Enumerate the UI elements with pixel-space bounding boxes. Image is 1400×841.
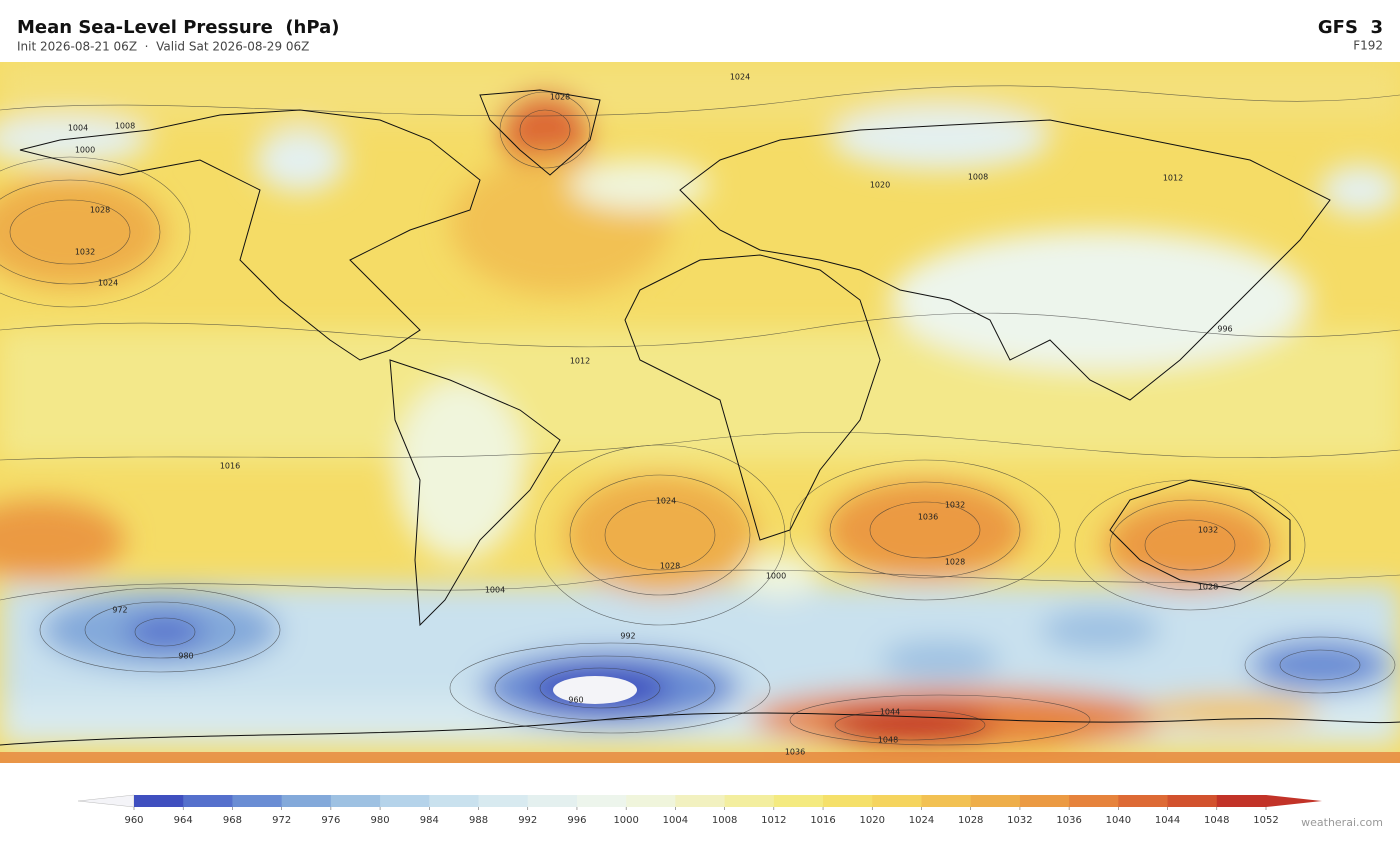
contour-label: 1008: [968, 173, 988, 182]
model-name: GFS 3: [1318, 17, 1383, 38]
contour-label: 996: [1217, 325, 1232, 334]
deep-low: [553, 676, 637, 704]
contour-label: 1012: [570, 357, 590, 366]
colorbar-segment: [872, 795, 922, 807]
contour-label: 1032: [945, 501, 965, 510]
colorbar-segment: [429, 795, 480, 807]
contour-label: 1028: [90, 206, 110, 215]
contour-label: 1036: [918, 513, 938, 522]
colorbar-tick-label: 992: [518, 815, 537, 826]
colorbar-tick-label: 968: [223, 815, 242, 826]
colorbar-segment: [1019, 795, 1070, 807]
contour-label: 1028: [660, 562, 680, 571]
contour-label: 972: [112, 606, 127, 615]
colorbar-segment: [773, 795, 824, 807]
colorbar-tick-label: 972: [272, 815, 291, 826]
colorbar-segment: [724, 795, 775, 807]
colorbar-segment: [921, 795, 972, 807]
pressure-field: [0, 62, 1400, 748]
subtitle: Init 2026-08-21 06Z · Valid Sat 2026-08-…: [17, 40, 309, 54]
colorbar-tick-label: 1000: [613, 815, 638, 826]
contour-label: 1024: [656, 497, 676, 506]
colorbar-segment: [478, 795, 529, 807]
isobars: [0, 85, 1400, 746]
colorbar-tick-label: 1040: [1106, 815, 1131, 826]
watermark: weatherai.com: [1301, 816, 1383, 829]
contour-label: 1024: [98, 279, 118, 288]
contour-label: 1032: [1198, 526, 1218, 535]
contour-label: 1028: [1198, 583, 1218, 592]
colorbar-tick-label: 976: [321, 815, 340, 826]
colorbar-segment: [576, 795, 627, 807]
contour-label: 1016: [220, 462, 240, 471]
title: Mean Sea-Level Pressure (hPa): [17, 17, 339, 38]
contour-label: 1044: [880, 708, 900, 717]
colorbar-tick-label: 1028: [958, 815, 983, 826]
contour-label: 992: [620, 632, 635, 641]
colorbar-tick-label: 996: [567, 815, 586, 826]
colorbar-segment: [675, 795, 726, 807]
contour-label: 1036: [785, 748, 805, 757]
contour-label: 1000: [75, 146, 95, 155]
colorbar-segment: [1069, 795, 1119, 807]
contour-label: 1032: [75, 248, 95, 257]
colorbar-segment: [626, 795, 676, 807]
contour-label: 1004: [485, 586, 505, 595]
colorbar-tick-label: 984: [420, 815, 439, 826]
polar-band: [0, 752, 1400, 763]
colorbar-tick-label: 1004: [663, 815, 688, 826]
colorbar-segment: [1167, 795, 1218, 807]
colorbar-segment: [970, 795, 1021, 807]
contour-label: 1012: [1163, 174, 1183, 183]
colorbar-tick-label: 1044: [1155, 815, 1180, 826]
colorbar-over: [1266, 795, 1322, 807]
coastlines: [0, 89, 1400, 746]
contour-label: 1024: [730, 73, 750, 82]
map: 1032 1028 1024 1024 1028 1004 1000 1008 1012 1016…: [0, 62, 1400, 763]
colorbar-segment: [183, 795, 233, 807]
colorbar-tick-label: 964: [174, 815, 193, 826]
colorbar-tick-label: 1036: [1056, 815, 1081, 826]
colorbar-under: [77, 794, 135, 808]
contour-label: 980: [178, 652, 193, 661]
colorbar-tick-label: 980: [371, 815, 390, 826]
contour-label: 1000: [766, 572, 786, 581]
colorbar-tick-label: 1024: [909, 815, 934, 826]
colorbar-segment: [281, 795, 332, 807]
colorbar-segment: [527, 795, 578, 807]
colorbar-tick-label: 988: [469, 815, 488, 826]
colorbar-segment: [232, 795, 283, 807]
colorbar-tick-label: 1052: [1253, 815, 1278, 826]
colorbar-tick-label: 1032: [1007, 815, 1032, 826]
colorbar-segment: [330, 795, 381, 807]
colorbar-segment: [134, 795, 184, 807]
colorbar-segment: [380, 795, 430, 807]
colorbar-segment: [1216, 795, 1267, 807]
colorbar-tick-label: 960: [124, 815, 143, 826]
colorbar-segment: [1118, 795, 1169, 807]
contour-label: 1028: [550, 93, 570, 102]
contour-label: 960: [568, 696, 583, 705]
contour-labels: 1032 1028 1024 1024 1028 1004 1000 1008 1012 1016…: [68, 73, 1233, 757]
contour-label: 1004: [68, 124, 88, 133]
colorbar-tick-label: 1048: [1204, 815, 1229, 826]
colorbar-segment: [823, 795, 873, 807]
contour-label: 1008: [115, 122, 135, 131]
contour-label: 1020: [870, 181, 890, 190]
colorbar-tick-label: 1016: [810, 815, 835, 826]
colorbar-tick-label: 1012: [761, 815, 786, 826]
contour-label: 1028: [945, 558, 965, 567]
contour-label: 1048: [878, 736, 898, 745]
colorbar: 960 964 968 972 976 980 984 988 992 996 1000 1004 10…: [77, 794, 1322, 826]
colorbar-tick-label: 1008: [712, 815, 737, 826]
colorbar-tick-label: 1020: [860, 815, 885, 826]
forecast-hour: F192: [1353, 39, 1383, 53]
